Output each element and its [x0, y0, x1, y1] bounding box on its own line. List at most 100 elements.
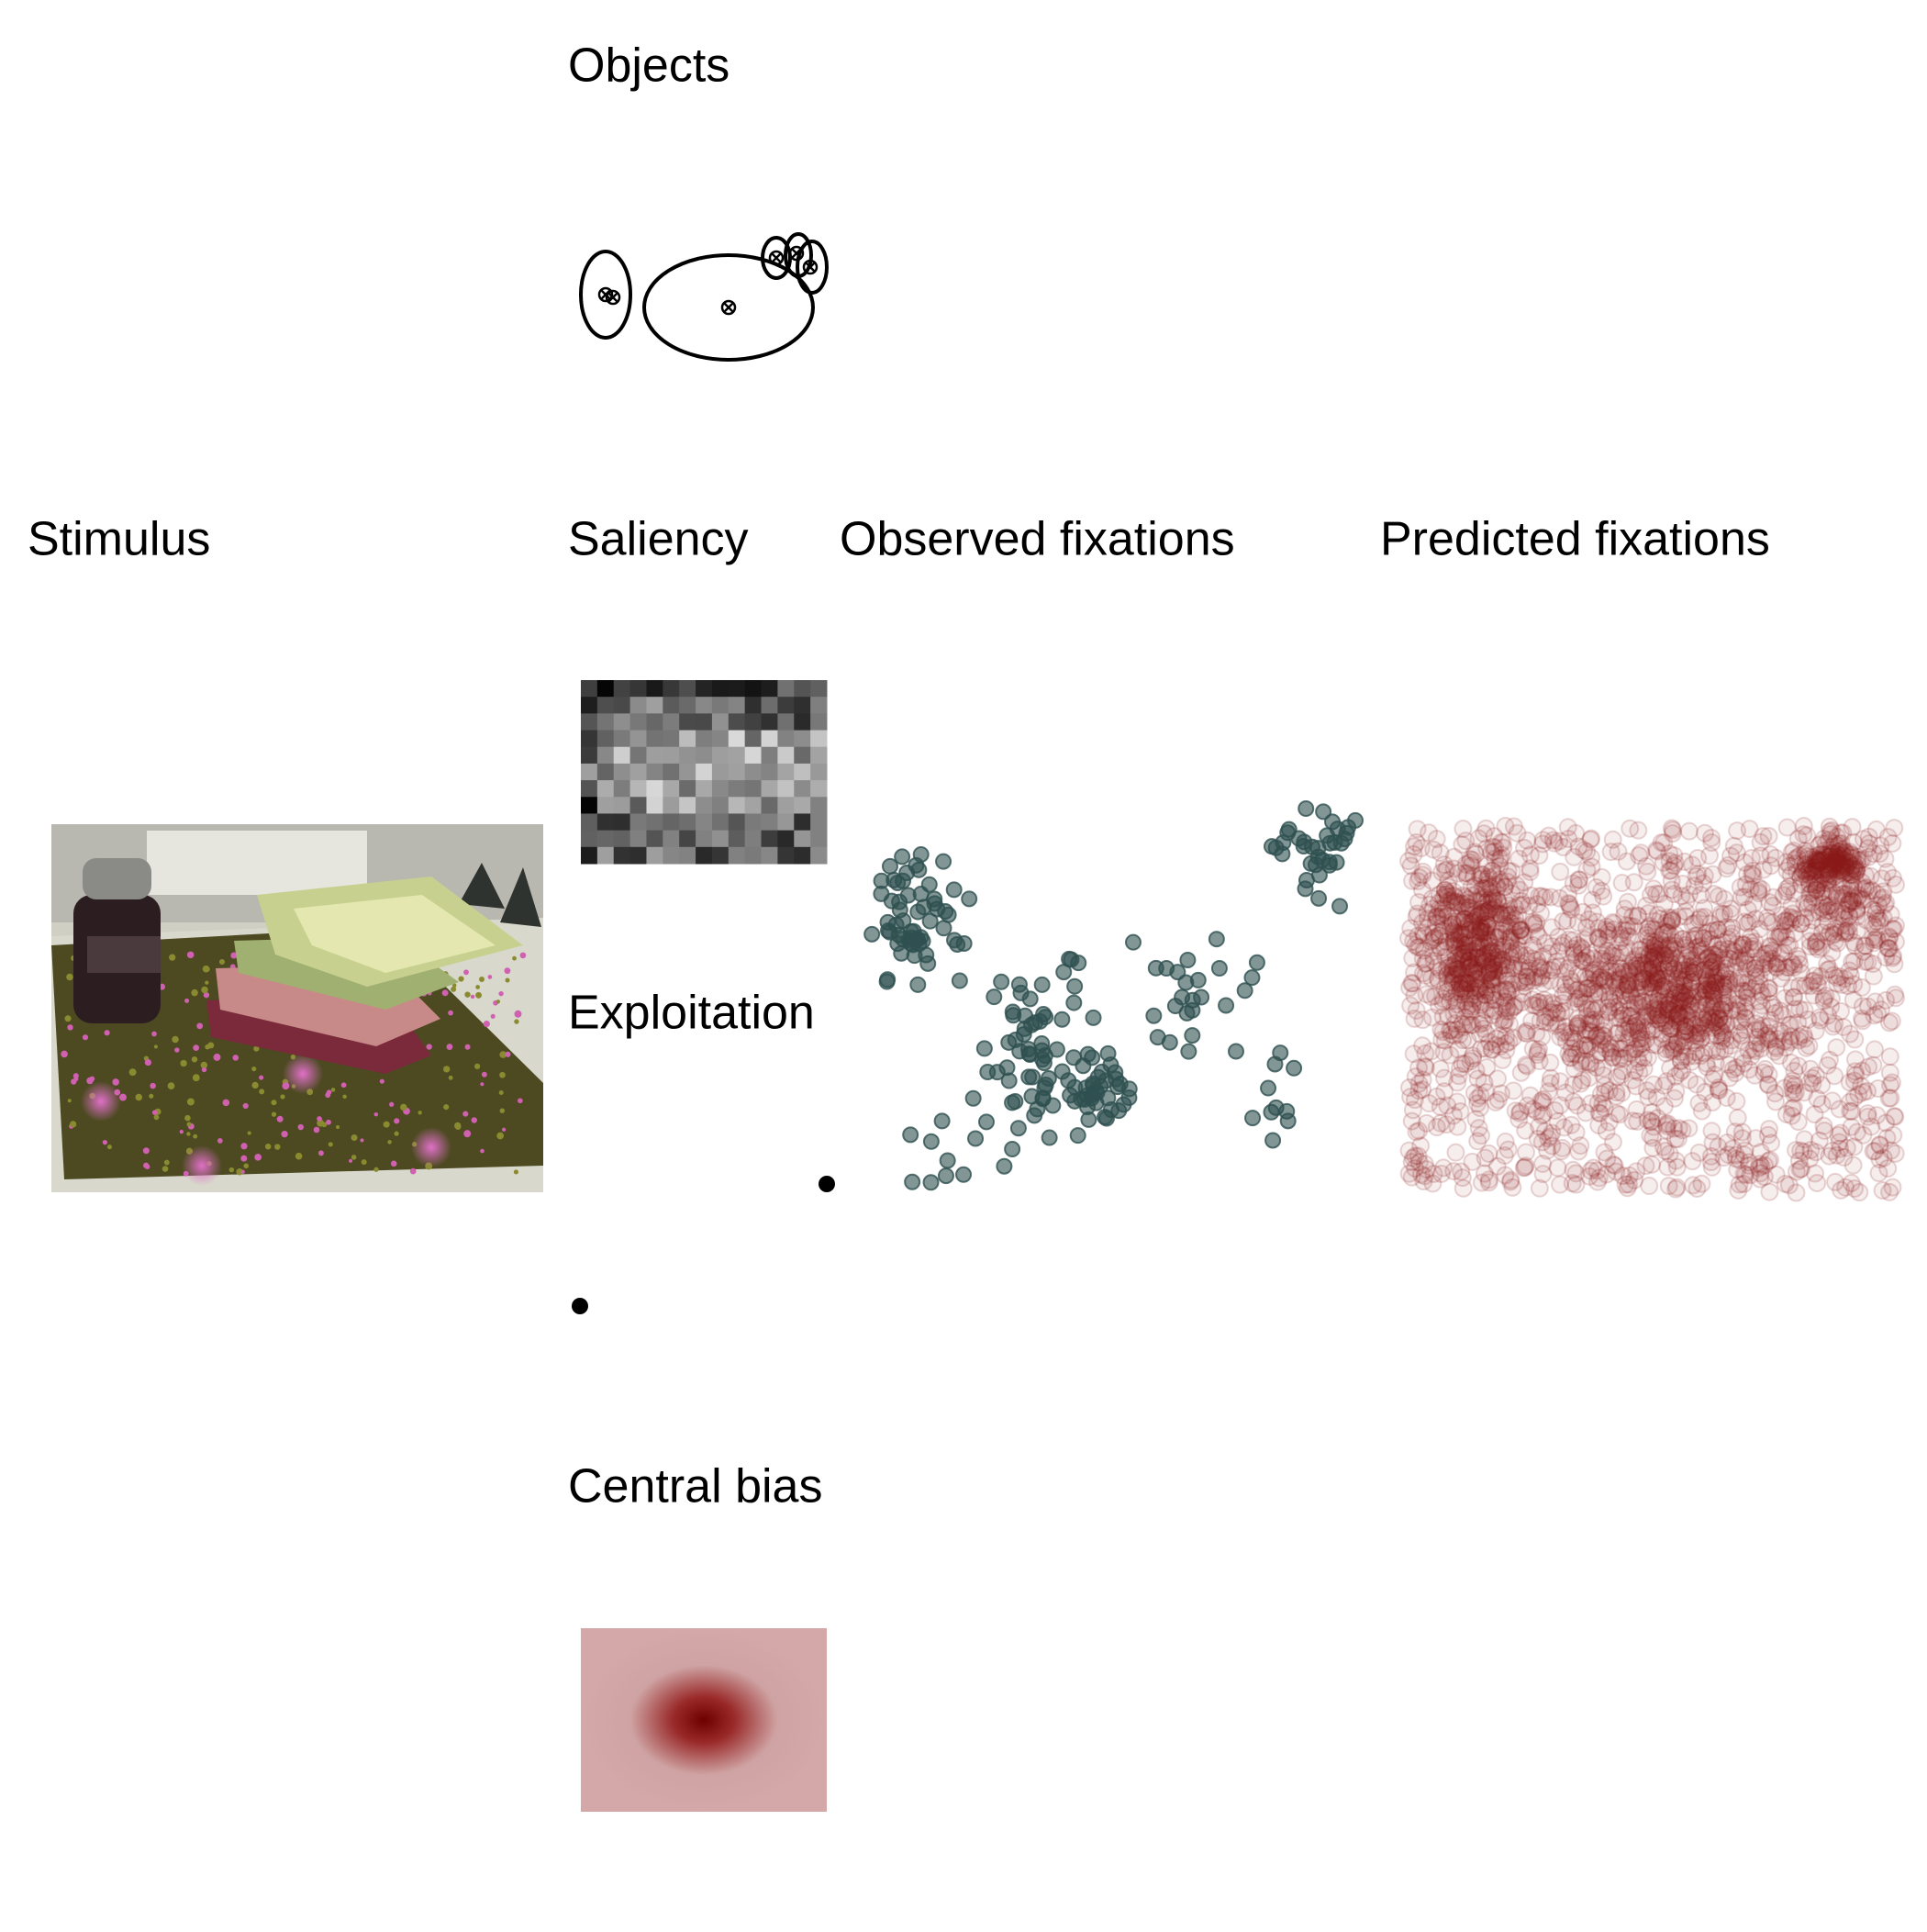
fixation: [996, 1157, 1013, 1175]
fixation: [1266, 1055, 1284, 1073]
fixation: [1689, 1093, 1709, 1112]
fixation: [998, 1059, 1016, 1077]
saliency-map: [581, 680, 828, 865]
fixation: [1509, 916, 1528, 935]
fixation: [909, 903, 927, 921]
fixation: [1482, 986, 1501, 1005]
fixation: [1768, 1030, 1788, 1049]
fixation: [1466, 948, 1486, 967]
fixation: [1465, 960, 1485, 979]
fixation: [1482, 884, 1501, 903]
fixation: [1866, 1142, 1885, 1161]
cloth-dot: [317, 1116, 322, 1122]
cloth-dot: [471, 1117, 477, 1123]
fixation: [1884, 1125, 1903, 1145]
fixation: [1423, 931, 1442, 950]
cloth-dot: [340, 1082, 347, 1089]
saliency-cell: [663, 746, 680, 765]
saliency-cell: [581, 780, 598, 798]
saliency-cell: [711, 730, 730, 748]
cloth-dot: [504, 967, 511, 975]
fixation: [909, 976, 927, 993]
fixation: [1189, 971, 1207, 988]
fixation: [1420, 823, 1439, 843]
fixation: [1463, 936, 1482, 955]
fixation: [1637, 970, 1656, 989]
fixation: [1751, 832, 1770, 852]
fixation: [1522, 1011, 1542, 1031]
fixation: [1466, 969, 1486, 988]
fixation: [1491, 924, 1510, 944]
fixation: [1454, 941, 1474, 960]
fixation: [1476, 993, 1495, 1012]
fixation: [1444, 988, 1464, 1007]
cloth-dot: [222, 1099, 230, 1107]
fixation: [1227, 1043, 1244, 1060]
fixation: [1541, 1074, 1560, 1093]
fixation: [1459, 965, 1478, 984]
fixation: [1650, 885, 1669, 904]
fixation: [1463, 1152, 1482, 1171]
fixation: [1476, 902, 1495, 921]
fixation: [1491, 873, 1510, 892]
fixation: [1464, 912, 1483, 932]
saliency-cell: [613, 797, 631, 814]
fixation: [1499, 1033, 1519, 1052]
saliency-cell: [679, 780, 696, 798]
saliency-cell: [761, 846, 778, 865]
fixation: [1740, 1060, 1759, 1079]
fixation: [1845, 1030, 1865, 1049]
fixation: [1498, 942, 1518, 961]
fixation: [1581, 830, 1600, 849]
fixation: [1461, 958, 1480, 977]
fixation: [1777, 928, 1796, 947]
fixation: [1470, 975, 1489, 994]
fixation: [1479, 962, 1498, 981]
saliency-cell: [596, 680, 615, 698]
fixation: [1475, 824, 1494, 843]
saliency-cell: [744, 780, 763, 798]
fixation: [1461, 958, 1480, 977]
fixation: [1818, 960, 1837, 979]
fixation: [951, 972, 968, 989]
saliency-cell: [581, 763, 598, 781]
saliency-cell: [794, 830, 811, 848]
fixation: [1447, 1020, 1466, 1039]
fixation: [1604, 971, 1623, 990]
saliency-cell: [744, 697, 763, 714]
fixation: [1868, 1079, 1888, 1099]
fixation: [993, 973, 1010, 990]
fixation: [1478, 944, 1498, 963]
fixation: [1511, 921, 1531, 940]
cloth-dot: [514, 1010, 522, 1018]
object-center-cross: [771, 252, 782, 263]
fixation: [1461, 853, 1480, 872]
fixation: [1832, 916, 1851, 935]
cloth-dot: [205, 1044, 210, 1050]
fixation: [1541, 1013, 1560, 1033]
saliency-cell: [810, 713, 828, 731]
fixation: [1501, 939, 1520, 958]
fixation: [1467, 884, 1487, 903]
fixation: [1429, 893, 1448, 912]
cloth-dot: [264, 1143, 272, 1150]
cloth-dot: [505, 977, 510, 983]
fixation: [1799, 850, 1818, 869]
fixation: [1647, 1088, 1666, 1107]
fixation: [1474, 954, 1493, 973]
fixation: [1587, 1045, 1607, 1065]
fixation: [1539, 961, 1558, 980]
fixation: [1476, 911, 1495, 931]
fixation: [1667, 1157, 1687, 1177]
cloth-dot: [326, 1119, 331, 1125]
fixation: [1435, 1082, 1454, 1101]
fixation: [1619, 972, 1638, 991]
saliency-cell: [794, 813, 811, 832]
fixation: [1530, 1178, 1549, 1198]
saliency-cell: [696, 813, 713, 832]
cloth-dot: [387, 1140, 392, 1145]
fixation: [1444, 969, 1464, 988]
cloth-dot: [295, 1152, 303, 1160]
fixation: [1485, 968, 1504, 988]
fixation: [1478, 895, 1498, 914]
